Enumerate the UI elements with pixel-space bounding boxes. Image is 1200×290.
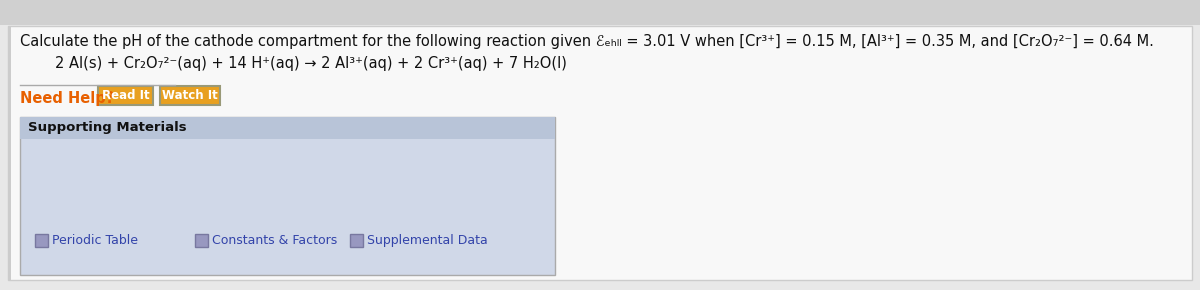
Text: Supplemental Data: Supplemental Data: [367, 234, 487, 247]
FancyBboxPatch shape: [160, 86, 220, 105]
FancyBboxPatch shape: [98, 86, 154, 105]
Text: Periodic Table: Periodic Table: [52, 234, 138, 247]
Text: Supporting Materials: Supporting Materials: [28, 122, 187, 135]
FancyBboxPatch shape: [20, 117, 554, 275]
Text: Need Help?: Need Help?: [20, 91, 114, 106]
FancyBboxPatch shape: [0, 0, 1200, 25]
Text: 2 Al(s) + Cr₂O₇²⁻(aq) + 14 H⁺(aq) → 2 Al³⁺(aq) + 2 Cr³⁺(aq) + 7 H₂O(l): 2 Al(s) + Cr₂O₇²⁻(aq) + 14 H⁺(aq) → 2 Al…: [55, 56, 566, 71]
FancyBboxPatch shape: [350, 234, 364, 247]
FancyBboxPatch shape: [194, 234, 208, 247]
FancyBboxPatch shape: [8, 26, 11, 280]
Text: Read It: Read It: [102, 89, 149, 102]
FancyBboxPatch shape: [20, 117, 554, 139]
Text: Watch It: Watch It: [162, 89, 218, 102]
Text: Constants & Factors: Constants & Factors: [212, 234, 337, 247]
Text: Calculate the pH of the cathode compartment for the following reaction given ℰₑₕ: Calculate the pH of the cathode compartm…: [20, 34, 1154, 49]
FancyBboxPatch shape: [8, 26, 1192, 280]
FancyBboxPatch shape: [35, 234, 48, 247]
